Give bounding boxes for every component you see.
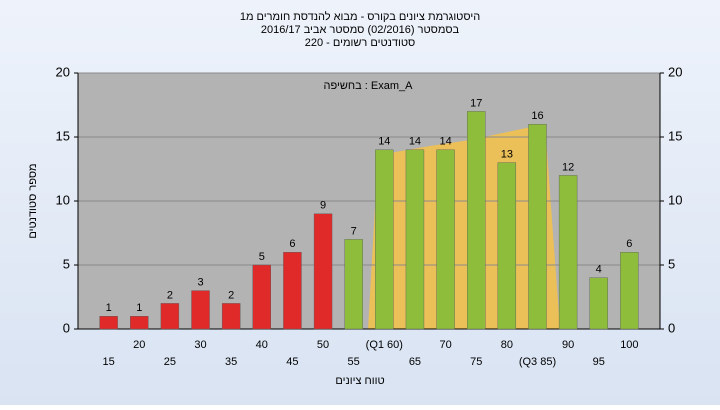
chart-title: היסטוגרמת ציונים בקורס - מבוא להנדסת חומ…: [240, 10, 480, 23]
bar: [436, 149, 455, 330]
data-label: 6: [626, 238, 632, 250]
data-label: 3: [197, 277, 203, 289]
bar: [375, 149, 394, 330]
data-label: 9: [320, 200, 326, 212]
bar: [221, 303, 241, 330]
x-tick-label: 25: [164, 356, 176, 368]
x-tick-label: 50: [317, 339, 329, 351]
data-label: 12: [562, 161, 574, 173]
x-tick-label: 75: [470, 356, 482, 368]
data-label: 13: [501, 149, 513, 161]
x-tick-label: 15: [103, 356, 115, 368]
bar: [252, 264, 271, 330]
x-tick-label: 80: [501, 339, 513, 351]
bar: [130, 316, 149, 330]
data-label: 14: [409, 136, 421, 148]
y2-tick-label: 20: [668, 64, 682, 79]
x-tick-label: 100: [620, 339, 638, 351]
bar: [620, 251, 639, 330]
bar: [497, 162, 517, 330]
y2-tick-label: 5: [668, 256, 675, 271]
bar: [344, 239, 363, 330]
y2-tick-label: 0: [668, 320, 675, 335]
x-tick-label: (Q3 85): [519, 356, 556, 368]
bar: [558, 175, 578, 330]
bar: [99, 316, 118, 330]
data-label: 2: [167, 289, 173, 301]
data-label: 17: [470, 97, 482, 109]
x-tick-label: 65: [409, 356, 421, 368]
bar: [589, 277, 608, 330]
chart-subtitle: סטודנטים רשומים - 220: [305, 37, 416, 49]
chart-subtitle: בסמסטר (02/2016) סמסטר אביב 2016/17: [261, 24, 460, 36]
x-tick-label: 35: [225, 356, 237, 368]
annotation: בחשיפה : Exam_A: [324, 80, 414, 92]
x-tick-label: 30: [194, 339, 206, 351]
x-tick-label: 20: [133, 339, 145, 351]
bar: [528, 123, 547, 330]
y-tick-label: 5: [63, 256, 70, 271]
x-tick-label: 40: [256, 339, 268, 351]
y-tick-label: 0: [63, 320, 70, 335]
data-label: 1: [106, 302, 112, 314]
bar: [467, 111, 486, 330]
bar: [160, 303, 180, 330]
x-tick-label: (Q1 60): [366, 339, 403, 351]
bar: [313, 213, 333, 330]
y-tick-label: 20: [56, 64, 70, 79]
bar: [405, 149, 425, 330]
bar: [191, 290, 210, 330]
data-label: 5: [259, 251, 265, 263]
data-label: 2: [228, 289, 234, 301]
data-label: 6: [289, 238, 295, 250]
data-label: 4: [596, 264, 602, 276]
x-tick-label: 70: [439, 339, 451, 351]
bar: [283, 251, 302, 330]
x-tick-label: 90: [562, 339, 574, 351]
y2-tick-label: 15: [668, 128, 682, 143]
x-axis-label: טווח ציונים: [335, 375, 384, 387]
x-tick-label: 55: [348, 356, 360, 368]
data-label: 16: [531, 110, 543, 122]
y-tick-label: 15: [56, 128, 70, 143]
y-axis-label: מספר סטודנטים: [27, 163, 39, 238]
y2-tick-label: 10: [668, 192, 682, 207]
data-label: 1: [136, 302, 142, 314]
data-label: 7: [351, 225, 357, 237]
x-tick-label: 95: [593, 356, 605, 368]
data-label: 14: [439, 136, 451, 148]
y-tick-label: 10: [56, 192, 70, 207]
data-label: 14: [378, 136, 390, 148]
x-tick-label: 45: [286, 356, 298, 368]
